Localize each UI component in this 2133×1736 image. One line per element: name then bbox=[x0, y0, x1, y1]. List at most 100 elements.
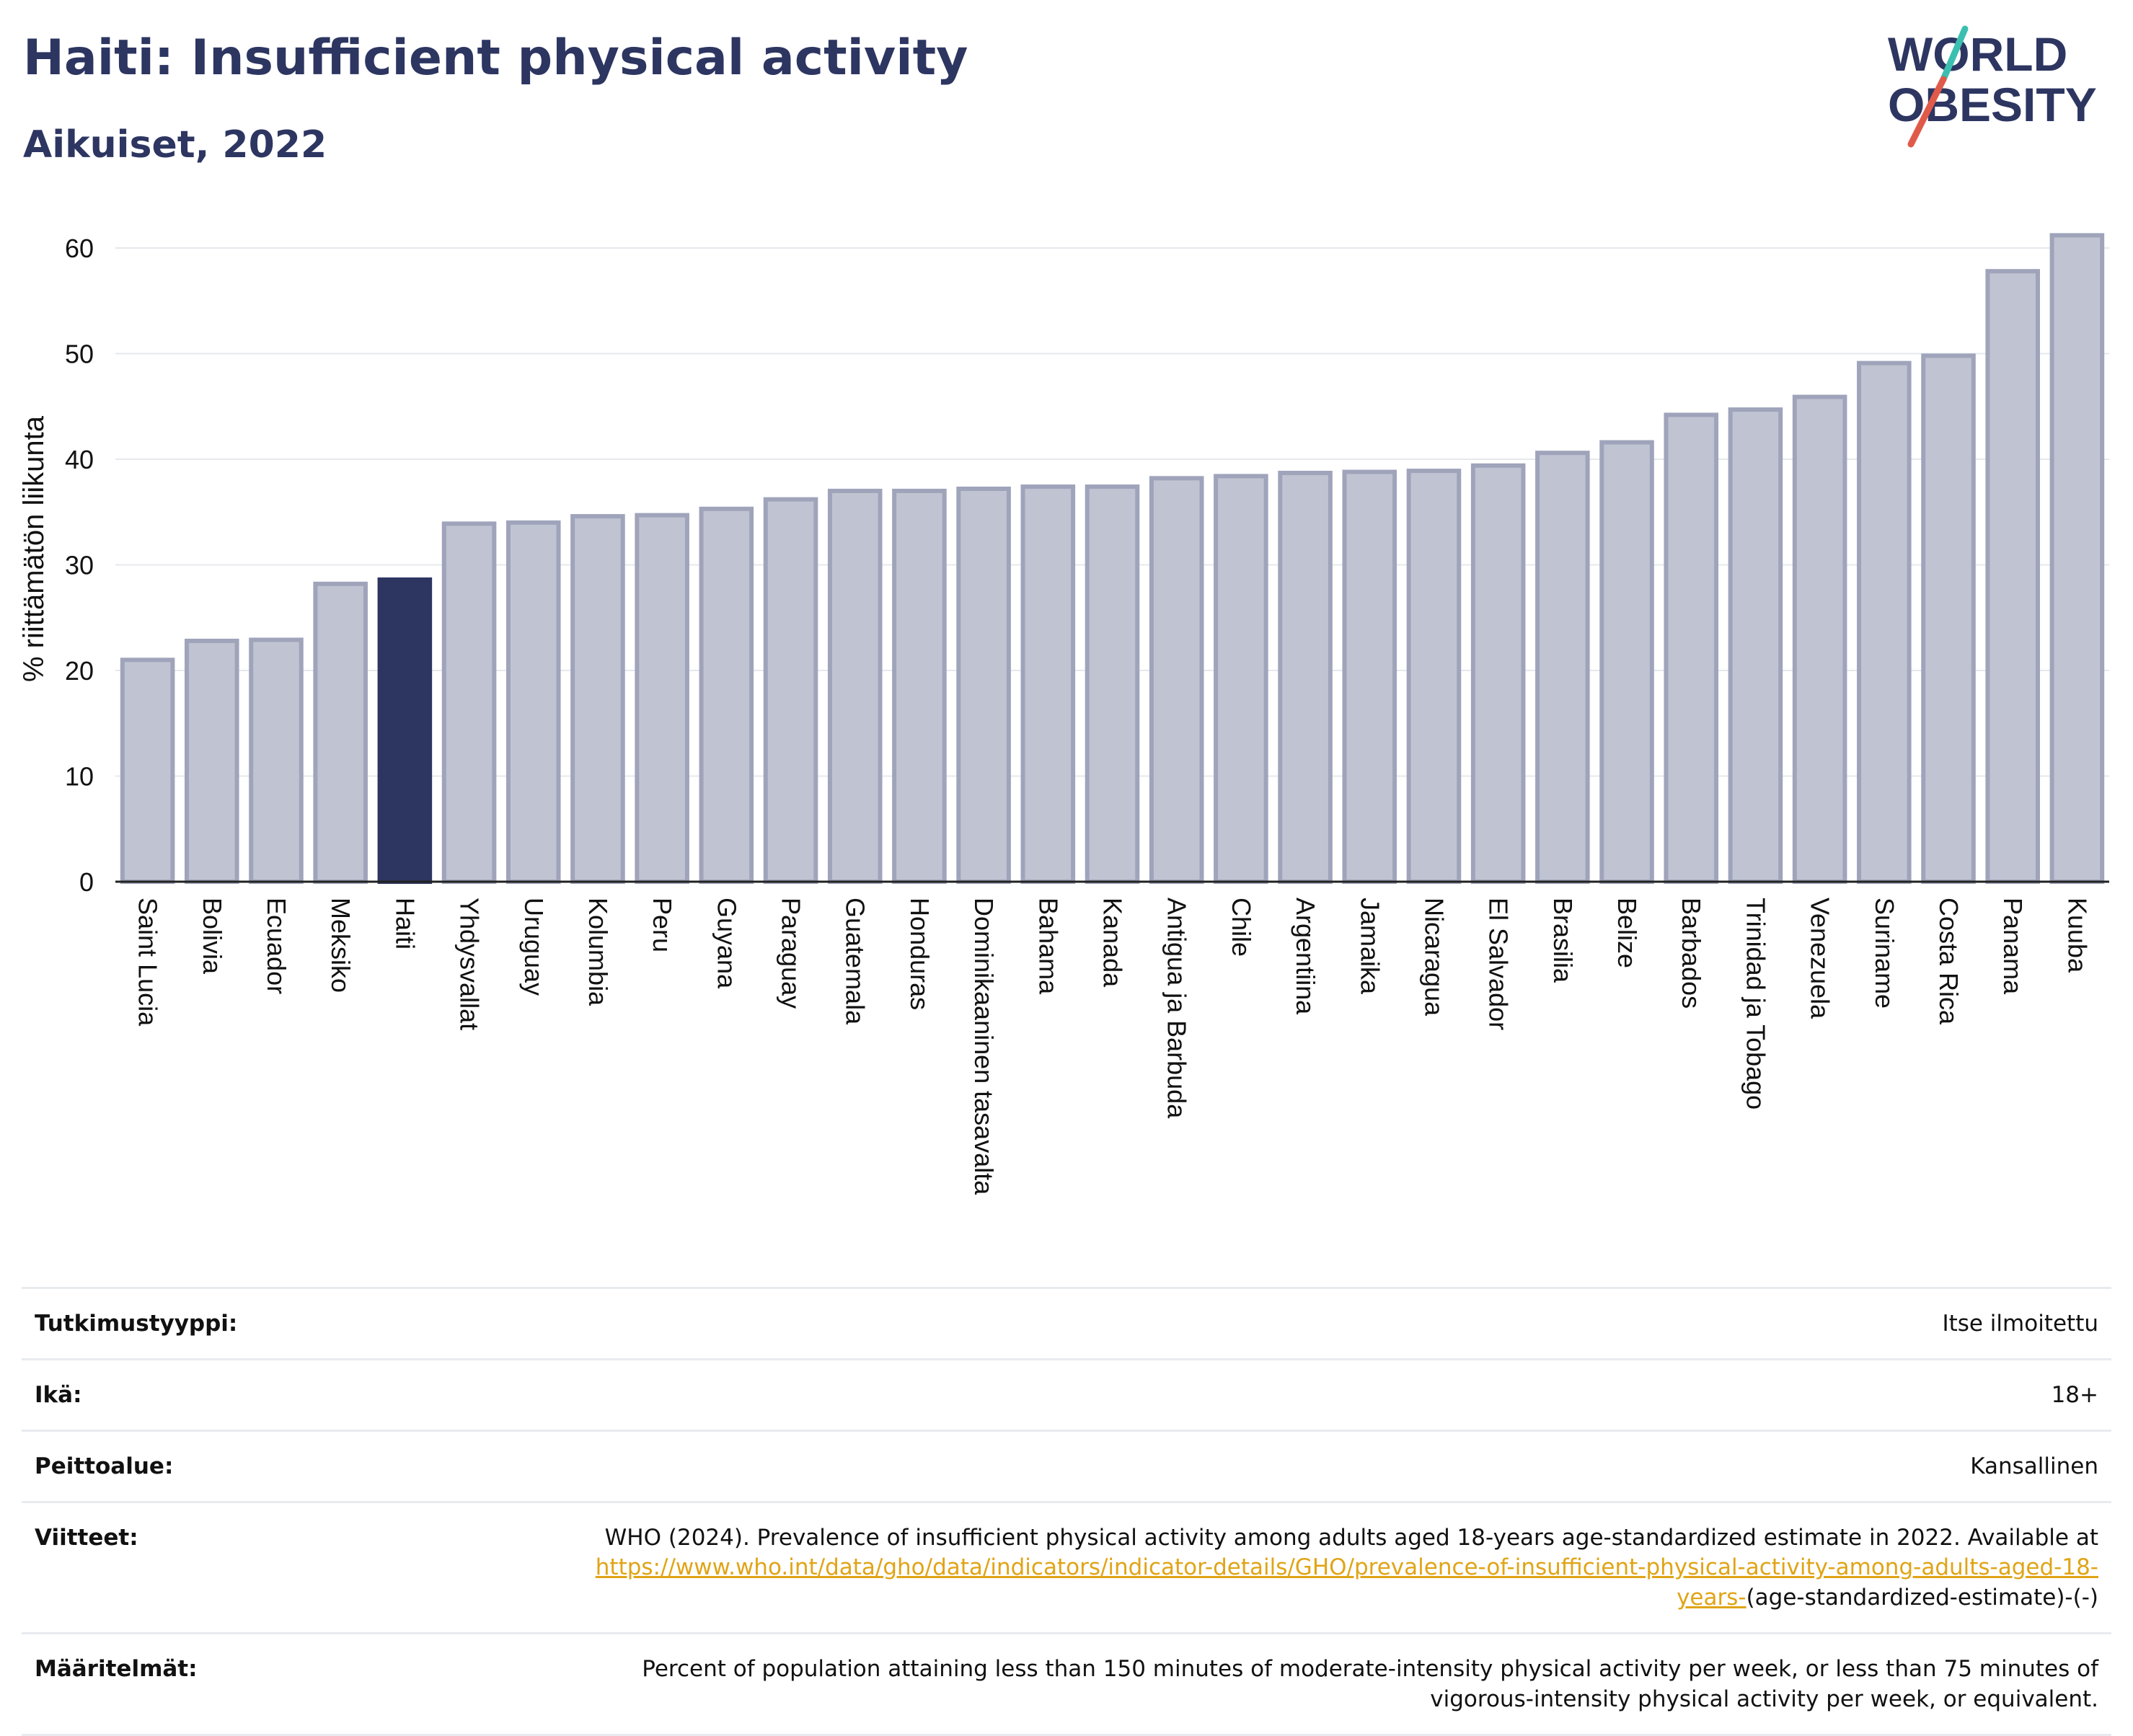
y-tick-label: 30 bbox=[65, 550, 94, 580]
bar-ecuador bbox=[249, 637, 304, 884]
reference-link[interactable]: https://www.who.int/data/gho/data/indica… bbox=[595, 1554, 2098, 1611]
x-tick-label: Haiti bbox=[390, 898, 420, 949]
bar-el-salvador bbox=[1470, 463, 1526, 884]
bar-venezuela bbox=[1792, 394, 1847, 884]
info-label: Ikä: bbox=[35, 1381, 82, 1408]
bar-antigua-ja-barbuda bbox=[1149, 476, 1204, 884]
info-value: WHO (2024). Prevalence of insufficient p… bbox=[548, 1523, 2098, 1614]
x-tick-label: Kanada bbox=[1098, 898, 1128, 988]
bar-bolivia bbox=[185, 638, 239, 884]
info-value-text: Percent of population attaining less tha… bbox=[642, 1656, 2098, 1712]
x-tick-label: Guatemala bbox=[841, 898, 870, 1025]
x-tick-label: Nicaragua bbox=[1419, 898, 1449, 1017]
info-row: Viitteet: WHO (2024). Prevalence of insuf… bbox=[22, 1500, 2111, 1633]
x-tick-label: Antigua ja Barbuda bbox=[1162, 898, 1192, 1119]
bar-belize bbox=[1599, 440, 1654, 884]
x-tick-label: Bolivia bbox=[198, 898, 227, 975]
info-value-text: 18+ bbox=[2051, 1381, 2098, 1408]
y-tick-label: 10 bbox=[65, 761, 94, 791]
y-axis-label: % riittämätön liikunta bbox=[18, 415, 50, 682]
bar-barbados bbox=[1664, 412, 1719, 884]
x-tick-label: Brasilia bbox=[1548, 898, 1578, 983]
bar-argentiina bbox=[1278, 471, 1333, 884]
bar-chile bbox=[1214, 474, 1268, 884]
bar-costa-rica bbox=[1921, 353, 1976, 884]
bar-dominikaaninen-tasavalta bbox=[956, 486, 1011, 884]
x-tick-label: Barbados bbox=[1677, 898, 1706, 1009]
world-obesity-logo: WORLD OBESITY bbox=[1888, 25, 2097, 148]
x-tick-label: Saint Lucia bbox=[133, 898, 163, 1027]
chart-title: Haiti: Insufficient physical activity bbox=[23, 30, 968, 87]
bar-saint-lucia bbox=[120, 657, 175, 884]
x-tick-label: Suriname bbox=[1870, 898, 1899, 1009]
info-value: Kansallinen bbox=[1970, 1452, 2098, 1482]
bars bbox=[120, 233, 2105, 885]
info-label: Peittoalue: bbox=[35, 1453, 174, 1479]
x-tick-label: Costa Rica bbox=[1934, 898, 1964, 1025]
info-label: Määritelmät: bbox=[35, 1656, 198, 1683]
x-tick-label: Yhdysvallat bbox=[455, 898, 485, 1030]
info-value: 18+ bbox=[2052, 1381, 2098, 1411]
x-tick-label: Jamaika bbox=[1355, 898, 1385, 995]
info-row: Peittoalue: Kansallinen bbox=[22, 1429, 2111, 1501]
x-tick-label: Bahama bbox=[1033, 898, 1063, 995]
info-table: Tutkimustyyppi: Itse ilmoitettu Ikä: 18+ Pei… bbox=[22, 1287, 2111, 1736]
x-tick-label: Honduras bbox=[905, 898, 935, 1010]
bar-kuuba bbox=[2049, 233, 2105, 885]
y-tick-label: 20 bbox=[65, 656, 94, 686]
bar-jamaika bbox=[1342, 469, 1397, 884]
info-row: Määritelmät: Percent of population attain… bbox=[22, 1632, 2111, 1736]
x-tick-label: Meksiko bbox=[326, 898, 356, 993]
chart-subtitle: Aikuiset, 2022 bbox=[23, 123, 327, 167]
y-tick-label: 50 bbox=[65, 339, 94, 368]
logo-text-line1: WORLD bbox=[1888, 27, 2067, 81]
info-value-text: Itse ilmoitettu bbox=[1942, 1311, 2098, 1337]
y-tick-label: 0 bbox=[79, 867, 94, 897]
bar-kanada bbox=[1085, 484, 1140, 884]
info-value: Itse ilmoitettu bbox=[1942, 1309, 2098, 1339]
bar-peru bbox=[635, 513, 689, 884]
bar-yhdysvallat bbox=[441, 521, 497, 884]
bar-haiti bbox=[377, 577, 433, 884]
x-tick-label: El Salvador bbox=[1484, 898, 1514, 1030]
logo-slash-teal bbox=[1940, 25, 1969, 83]
info-value: Percent of population attaining less tha… bbox=[548, 1655, 2098, 1715]
bar-chart: 0 10 20 30 40 50 60 Saint Lucia Bolivia Ecuador M… bbox=[18, 233, 2109, 1195]
x-tick-label: Uruguay bbox=[519, 898, 549, 996]
y-tick-label: 40 bbox=[65, 445, 94, 474]
info-row: Ikä: 18+ bbox=[22, 1358, 2111, 1430]
x-tick-label: Chile bbox=[1227, 898, 1256, 957]
bar-meksiko bbox=[313, 581, 368, 884]
bar-nicaragua bbox=[1406, 469, 1462, 884]
x-tick-label: Belize bbox=[1612, 898, 1642, 968]
bar-trinidad-ja-tobago bbox=[1728, 407, 1783, 884]
bar-paraguay bbox=[763, 497, 818, 884]
reference-suffix: (age-standardized-estimate)-(-) bbox=[1746, 1585, 2098, 1611]
bar-honduras bbox=[892, 488, 947, 884]
info-label: Viitteet: bbox=[35, 1524, 138, 1551]
x-tick-label: Kuuba bbox=[2062, 898, 2092, 973]
x-tick-label: Paraguay bbox=[777, 898, 806, 1009]
x-tick-label: Panama bbox=[1998, 898, 2028, 995]
info-value-text: Kansallinen bbox=[1970, 1453, 2098, 1479]
x-tick-label: Guyana bbox=[712, 898, 741, 989]
bar-panama bbox=[1985, 269, 2040, 884]
bar-suriname bbox=[1857, 360, 1912, 884]
bar-guyana bbox=[699, 506, 754, 884]
bar-guatemala bbox=[827, 488, 883, 884]
x-tick-label: Trinidad ja Tobago bbox=[1741, 898, 1770, 1110]
bar-brasilia bbox=[1535, 451, 1590, 884]
bar-bahama bbox=[1020, 484, 1076, 884]
logo-slash-red bbox=[1907, 76, 1947, 148]
x-tick-label: Argentiina bbox=[1291, 898, 1320, 1015]
x-tick-label: Peru bbox=[648, 898, 677, 952]
x-tick-label: Ecuador bbox=[262, 898, 291, 994]
y-axis-ticks: 0 10 20 30 40 50 60 bbox=[65, 234, 94, 897]
x-tick-label: Kolumbia bbox=[583, 898, 613, 1006]
info-label: Tutkimustyyppi: bbox=[35, 1311, 238, 1337]
bar-uruguay bbox=[505, 520, 561, 884]
bar-kolumbia bbox=[570, 514, 625, 884]
x-axis-ticks: Saint Lucia Bolivia Ecuador Meksiko Haiti Yhd… bbox=[133, 898, 2093, 1195]
info-value-text: WHO (2024). Prevalence of insufficient p… bbox=[604, 1524, 2098, 1551]
x-tick-label: Dominikaaninen tasavalta bbox=[969, 898, 999, 1195]
